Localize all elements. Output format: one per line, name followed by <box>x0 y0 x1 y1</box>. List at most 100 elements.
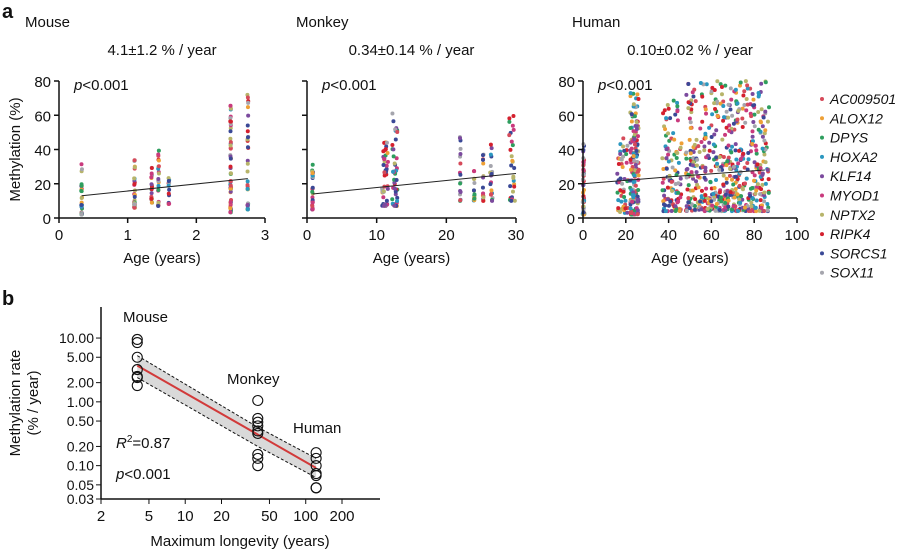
data-point <box>310 203 315 208</box>
species-label: Mouse <box>123 309 168 326</box>
y-tick-label: 80 <box>34 74 51 91</box>
data-point <box>749 114 754 119</box>
data-point <box>512 165 517 170</box>
data-point <box>132 158 137 163</box>
data-point <box>662 108 667 113</box>
data-point <box>665 185 670 190</box>
data-point <box>618 188 623 193</box>
p-value: p<0.001 <box>115 466 171 483</box>
legend-marker <box>820 135 824 140</box>
data-point <box>719 85 724 90</box>
data-point <box>632 179 637 184</box>
data-point <box>131 333 143 346</box>
data-point <box>622 194 627 199</box>
data-point <box>669 179 674 184</box>
data-point <box>699 139 704 144</box>
x-tick-label: 200 <box>329 508 354 525</box>
x-axis-label: Maximum longevity (years) <box>150 533 329 550</box>
data-point <box>661 202 666 207</box>
data-point <box>684 204 689 209</box>
data-point <box>671 131 676 136</box>
data-point <box>666 131 671 136</box>
data-point <box>684 156 689 161</box>
data-point <box>629 211 634 216</box>
data-point <box>381 162 386 167</box>
p-rest: <0.001 <box>82 77 128 94</box>
data-point <box>766 177 771 182</box>
y-tick-label: 0 <box>43 211 51 228</box>
data-point <box>743 79 748 84</box>
x-tick-label: 100 <box>293 508 318 525</box>
x-tick-label: 20 <box>213 508 230 525</box>
panel-b: Mouse Monkey Human 0.030.05 0.10 0.20 0.50 1.00… <box>7 307 380 550</box>
data-point <box>754 209 759 214</box>
data-point <box>393 137 398 142</box>
data-point <box>480 157 485 162</box>
data-point <box>760 146 765 151</box>
data-point <box>729 97 734 102</box>
data-point <box>382 140 387 145</box>
data-point <box>754 148 759 153</box>
data-point <box>708 179 713 184</box>
data-point <box>623 206 628 211</box>
data-point <box>707 148 712 153</box>
data-point <box>675 104 680 109</box>
data-point <box>720 137 725 142</box>
data-point <box>228 210 233 215</box>
data-point <box>728 107 733 112</box>
data-point <box>756 94 761 99</box>
r-symbol: R <box>116 435 127 452</box>
data-point <box>666 152 671 157</box>
legend: AC009501 ALOX12 DPYS HOXA2 KLF14 MYOD1 NPTX2 RI… <box>820 91 896 281</box>
y-tick-label: 1.00 <box>67 394 94 410</box>
data-point <box>245 169 250 174</box>
data-point <box>616 206 621 211</box>
data-point <box>713 107 718 112</box>
data-point <box>668 116 673 121</box>
y-axis-label: Methylation rate(% / year) <box>7 350 42 457</box>
data-point <box>489 146 494 151</box>
legend-marker <box>820 232 824 237</box>
data-point <box>698 80 703 85</box>
data-point <box>712 101 717 106</box>
data-point <box>737 83 742 88</box>
data-point <box>765 119 770 124</box>
data-point <box>510 143 515 148</box>
data-point <box>481 195 486 200</box>
rate-label: 0.34±0.14 % / year <box>349 42 475 59</box>
data-point <box>310 482 322 494</box>
data-point <box>510 158 515 163</box>
data-point <box>733 87 738 92</box>
data-point <box>472 196 477 201</box>
data-point <box>760 182 765 187</box>
data-point <box>746 157 751 162</box>
data-point <box>715 114 720 119</box>
data-point <box>384 166 389 171</box>
data-point <box>382 157 387 162</box>
data-point <box>385 186 390 191</box>
data-point <box>763 128 768 133</box>
data-point <box>717 190 722 195</box>
data-point <box>149 175 154 180</box>
data-point <box>618 142 623 147</box>
data-point <box>713 208 718 213</box>
data-point <box>166 176 171 181</box>
data-point <box>737 197 742 202</box>
data-point <box>686 183 691 188</box>
data-point <box>458 172 463 177</box>
data-point <box>618 152 623 157</box>
y-axis-label-line1: Methylation rate <box>7 350 24 457</box>
data-point <box>634 120 639 125</box>
rate-label: 0.10±0.02 % / year <box>627 42 753 59</box>
data-point <box>664 166 669 171</box>
data-point <box>696 144 701 149</box>
data-point <box>471 188 476 193</box>
data-point <box>673 204 678 209</box>
data-point <box>727 128 732 133</box>
data-point <box>686 196 691 201</box>
data-point <box>392 161 397 166</box>
legend-label: ALOX12 <box>829 110 883 126</box>
data-point <box>744 176 749 181</box>
data-point <box>156 187 161 192</box>
